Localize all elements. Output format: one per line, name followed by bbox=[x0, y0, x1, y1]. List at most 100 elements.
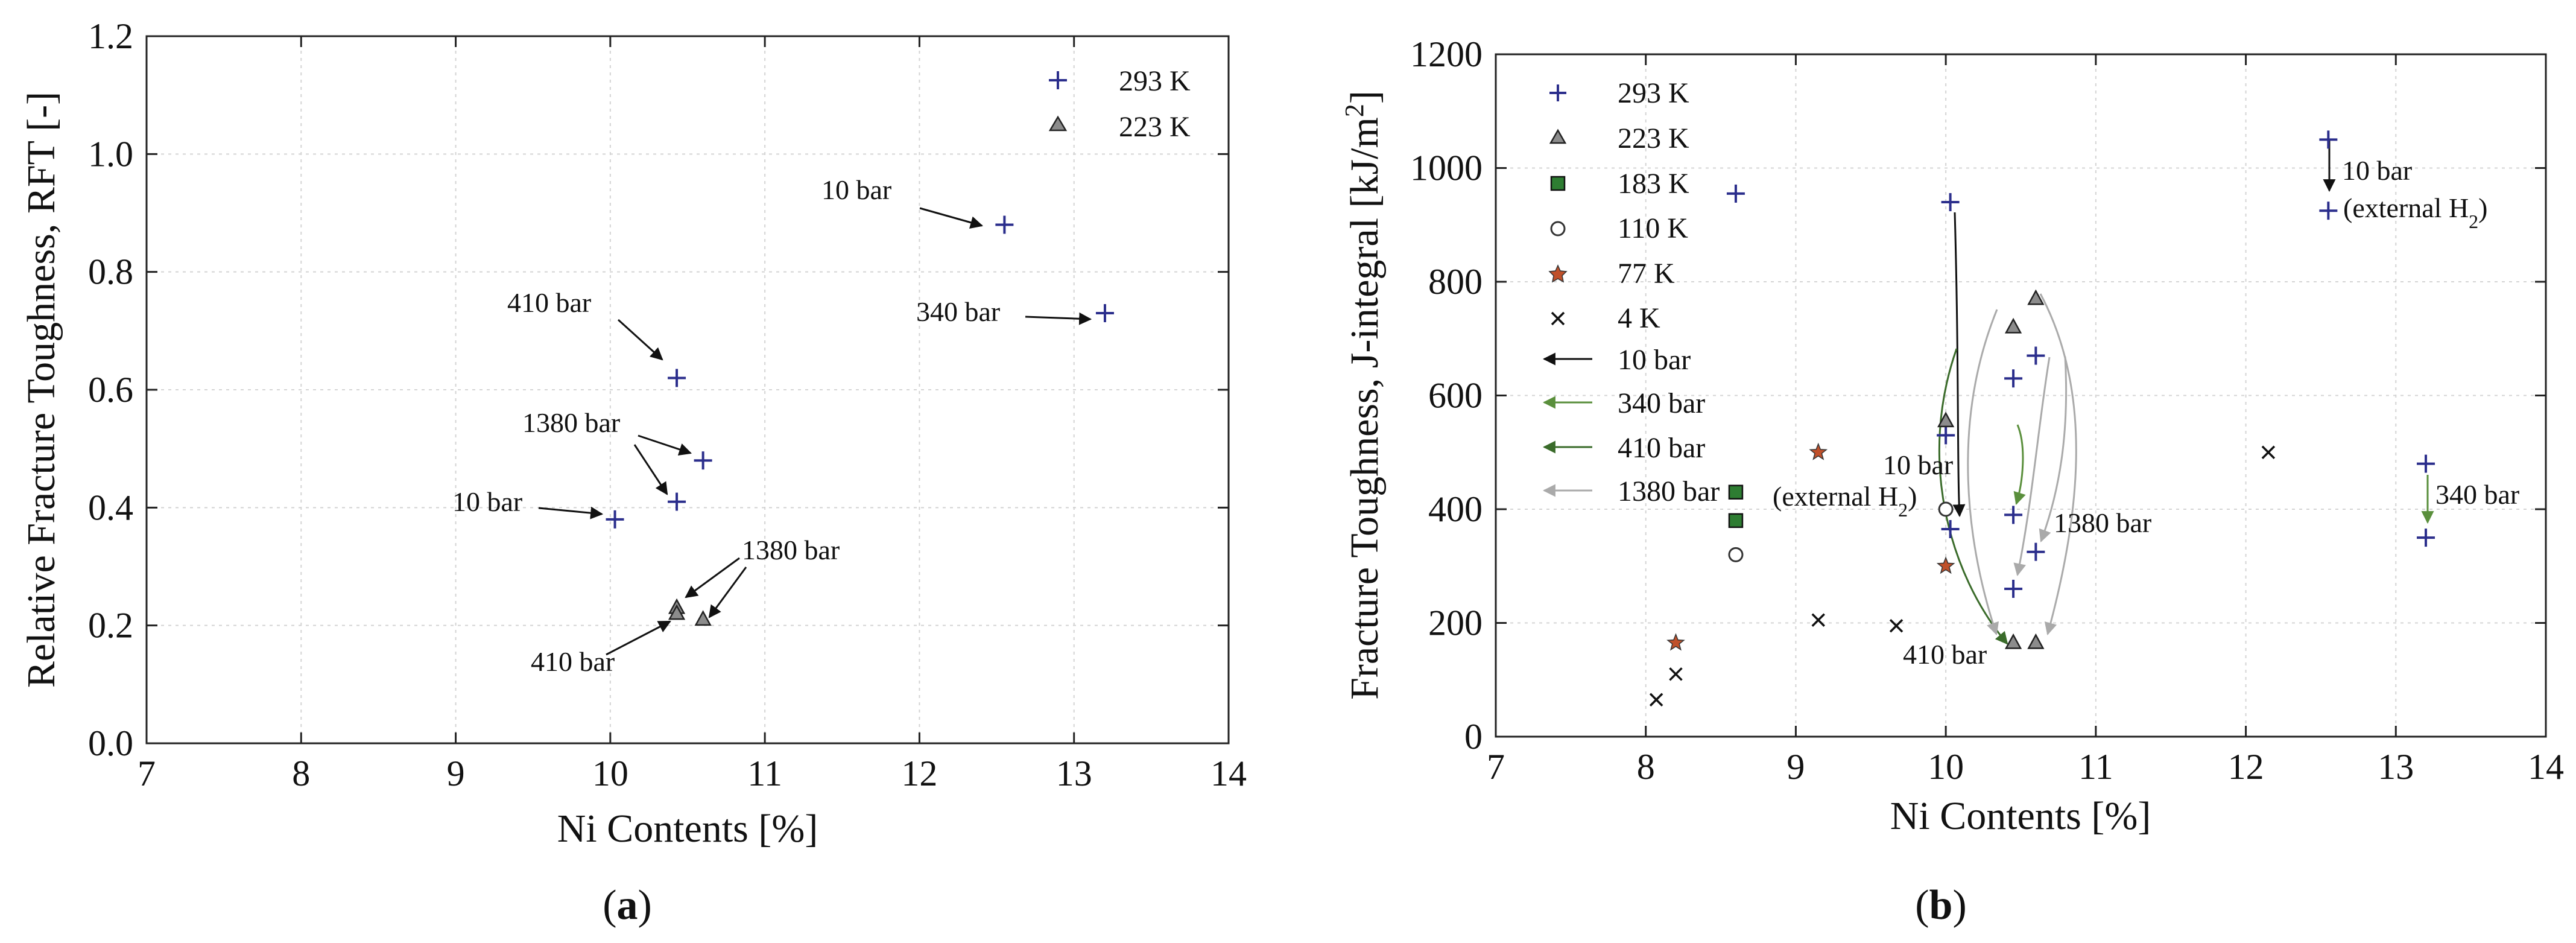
panel-a-arrow-410bar-low bbox=[606, 620, 671, 656]
panel-a-chart: 7 8 9 10 11 12 13 14 0.0 0.2 0.4 0.6 0.8 1.0 1.2 Ni Co… bbox=[19, 16, 1247, 929]
panel-a-y-tick-label: 0.2 bbox=[88, 606, 133, 646]
panel-a-arrow-1380bar-mid-a bbox=[638, 434, 692, 456]
panel-a-x-tick-label: 11 bbox=[747, 754, 782, 793]
panel-b-legend-label-340bar: 340 bar bbox=[1618, 387, 1705, 419]
panel-b-legend-label-223k: 223 K bbox=[1618, 122, 1689, 154]
panel-a-x-tick-label: 13 bbox=[1056, 754, 1092, 793]
panel-b-points bbox=[1649, 130, 2435, 706]
panel-b-arrow-410bar-short bbox=[2013, 424, 2026, 506]
panel-a-caption: (a) bbox=[603, 882, 652, 929]
panel-b-point-223k bbox=[2004, 317, 2022, 334]
panel-a-point-293k bbox=[668, 492, 686, 511]
panel-b-arrow-1380bar-a bbox=[1967, 309, 1999, 635]
panel-a-point-223k bbox=[668, 604, 686, 620]
panel-b-point-110k bbox=[1728, 547, 1744, 562]
panel-a-point-293k bbox=[606, 510, 624, 529]
panel-b-arrow-1380bar-c bbox=[2013, 357, 2051, 577]
panel-a-legend: 293 K 223 K bbox=[1048, 65, 1191, 143]
panel-b-point-223k bbox=[1937, 411, 1955, 428]
panel-a-points bbox=[606, 215, 1114, 626]
panel-b-annotation-10bar-external-top: 10 bar bbox=[2342, 155, 2412, 186]
panel-b-legend-marker-183k bbox=[1550, 176, 1566, 191]
panel-b-grid bbox=[1496, 54, 2546, 737]
panel-b-y-tick-label: 1000 bbox=[1410, 148, 1483, 188]
panel-a-annotation-1380bar-mid: 1380 bar bbox=[522, 407, 620, 438]
panel-a-annotation-1380bar-low: 1380 bar bbox=[742, 535, 840, 565]
panel-b-point-110k bbox=[1938, 501, 1954, 517]
panel-b-legend: 293 K 223 K 183 K 110 K 77 K 4 K 10 bar … bbox=[1542, 77, 1720, 507]
panel-a-point-293k bbox=[694, 451, 712, 470]
panel-b-annotation-10bar-external-left: 10 bar bbox=[1883, 449, 1953, 480]
panel-b-annotation-410bar: 410 bar bbox=[1903, 639, 1987, 670]
panel-a-ticks: 7 8 9 10 11 12 13 14 0.0 0.2 0.4 0.6 0.8 1.0 1.2 bbox=[88, 16, 1247, 793]
panel-b-point-4k bbox=[1669, 667, 1683, 681]
panel-a-x-tick-label: 8 bbox=[292, 754, 310, 793]
panel-b-point-77k bbox=[1666, 633, 1685, 651]
panel-b-point-223k bbox=[2004, 633, 2022, 649]
panel-b-legend-marker-223k bbox=[1549, 129, 1567, 144]
panel-a-y-tick-label: 0.8 bbox=[88, 252, 133, 292]
panel-b-y-tick-label: 1200 bbox=[1410, 34, 1483, 74]
panel-b-arrow-1380bar-b bbox=[2039, 293, 2077, 636]
panel-b-point-293k bbox=[2319, 202, 2338, 220]
panel-b-point-223k bbox=[2027, 633, 2045, 649]
panel-b-ticks: 7 8 9 10 11 12 13 14 0 200 400 600 800 1000 1200 bbox=[1410, 34, 2564, 787]
panel-a-x-tick-label: 10 bbox=[592, 754, 628, 793]
panel-b-legend-marker-4k bbox=[1551, 311, 1565, 326]
panel-b-legend-label-183k: 183 K bbox=[1618, 168, 1689, 200]
panel-b-point-293k bbox=[2417, 454, 2435, 473]
panel-a-x-tick-label: 12 bbox=[901, 754, 937, 793]
panel-b-point-4k bbox=[1811, 613, 1825, 627]
panel-b-annotation-340bar: 340 bar bbox=[2435, 479, 2519, 510]
panel-b-point-293k bbox=[1941, 519, 1960, 538]
panel-b-x-tick-label: 12 bbox=[2228, 747, 2264, 787]
panel-b-y-tick-label: 200 bbox=[1428, 603, 1483, 643]
panel-b-legend-label-110k: 110 K bbox=[1618, 212, 1688, 244]
panel-a-arrow-1380bar-low-a bbox=[685, 557, 740, 599]
panel-a-x-tick-label: 9 bbox=[447, 754, 465, 793]
panel-b-chart: 7 8 9 10 11 12 13 14 0 200 400 600 800 1000 1200 Ni Co… bbox=[1340, 34, 2565, 929]
panel-b-legend-marker-293k bbox=[1549, 84, 1566, 101]
panel-b-point-293k bbox=[2004, 579, 2023, 598]
panel-a-legend-label-293k: 293 K bbox=[1119, 65, 1191, 97]
panel-a-annotations: 10 bar 340 bar 410 bar 1380 bar 10 bar 1… bbox=[452, 174, 1092, 677]
panel-b-legend-label-4k: 4 K bbox=[1618, 302, 1660, 334]
panel-b-point-4k bbox=[2261, 445, 2276, 459]
panel-a-point-293k bbox=[995, 215, 1014, 234]
panel-b-point-183k bbox=[1728, 513, 1744, 529]
panel-b-x-tick-label: 9 bbox=[1786, 747, 1805, 787]
panel-b-y-tick-label: 800 bbox=[1428, 262, 1483, 302]
panel-a-y-tick-label: 0.0 bbox=[88, 723, 133, 763]
panel-b-annotation-external-h2-top: (external H2) bbox=[2343, 192, 2488, 232]
panel-b-x-axis-label: Ni Contents [%] bbox=[1890, 794, 2151, 838]
panel-a-y-tick-label: 0.4 bbox=[88, 487, 133, 527]
panel-b-point-77k bbox=[1936, 556, 1955, 574]
panel-b-y-tick-label: 400 bbox=[1428, 489, 1483, 529]
panel-b-caption: (b) bbox=[1915, 882, 1967, 929]
panel-b-legend-label-410bar: 410 bar bbox=[1618, 432, 1705, 464]
panel-a-arrow-10bar-top bbox=[919, 207, 984, 229]
panel-b-arrow-10bar-long bbox=[1952, 212, 1966, 518]
panel-a-arrow-340bar bbox=[1025, 312, 1092, 325]
panel-a-legend-label-223k: 223 K bbox=[1119, 111, 1191, 143]
panel-b-x-tick-label: 8 bbox=[1637, 747, 1655, 787]
panel-b-point-293k bbox=[1937, 426, 1955, 445]
panel-b-legend-label-10bar: 10 bar bbox=[1618, 344, 1691, 376]
panel-b-point-4k bbox=[1649, 693, 1663, 706]
panel-a-y-tick-label: 0.6 bbox=[88, 370, 133, 410]
panel-a-x-tick-label: 14 bbox=[1210, 754, 1247, 793]
panel-a-y-axis-label: Relative Fracture Toughness, RFT [-] bbox=[19, 92, 63, 688]
panel-b-legend-label-293k: 293 K bbox=[1618, 77, 1689, 109]
panel-b-point-4k bbox=[1889, 618, 1904, 633]
panel-b-point-293k bbox=[2319, 130, 2338, 149]
panel-a-x-axis-label: Ni Contents [%] bbox=[557, 807, 818, 851]
panel-b-x-tick-label: 11 bbox=[2078, 747, 2113, 787]
panel-a-arrow-410bar-top bbox=[617, 319, 663, 361]
panel-b-point-293k bbox=[2004, 369, 2023, 388]
panel-b-point-293k bbox=[1941, 193, 1960, 212]
panel-a-point-293k bbox=[668, 369, 686, 387]
panel-a-x-tick-label: 7 bbox=[138, 754, 156, 793]
panel-a-y-tick-label: 1.0 bbox=[88, 134, 133, 174]
panel-b-point-293k bbox=[1726, 184, 1745, 203]
